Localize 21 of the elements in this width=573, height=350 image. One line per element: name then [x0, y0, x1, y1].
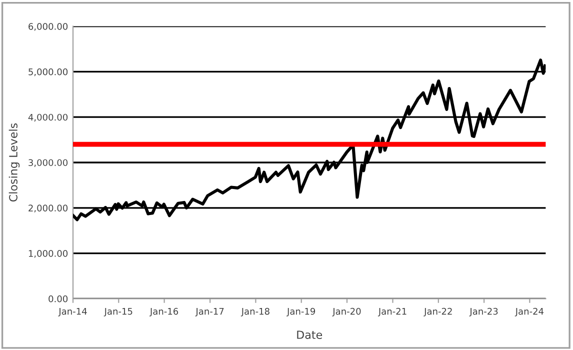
x-tick-label: Jan-16: [149, 308, 178, 316]
y-tick-label: 2,000.00: [28, 204, 68, 212]
y-tick-label: 5,000.00: [28, 68, 68, 76]
x-tick-label: Jan-14: [58, 308, 87, 316]
x-axis-title: Date: [297, 330, 322, 339]
x-tick-label: Jan-22: [424, 308, 452, 316]
x-tick-label: Jan-21: [378, 308, 406, 316]
x-tick-label: Jan-15: [104, 308, 132, 316]
x-tick-label: Jan-23: [469, 308, 498, 316]
line-series: [73, 58, 546, 222]
y-tick-label: 3,000.00: [28, 159, 68, 167]
y-tick-label: 1,000.00: [28, 250, 68, 258]
x-tick-label: Jan-18: [240, 308, 270, 316]
x-tick-label: Jan-19: [286, 308, 316, 316]
x-tick-label: Jan-20: [332, 308, 361, 316]
y-tick-label: 6,000.00: [28, 23, 68, 31]
y-tick-label: 4,000.00: [28, 114, 68, 122]
y-axis-title: Closing Levels: [8, 123, 20, 202]
y-tick-label: 0.00: [48, 295, 68, 302]
x-tick-label: Jan-24: [514, 308, 544, 316]
x-tick-label: Jan-17: [195, 308, 224, 316]
